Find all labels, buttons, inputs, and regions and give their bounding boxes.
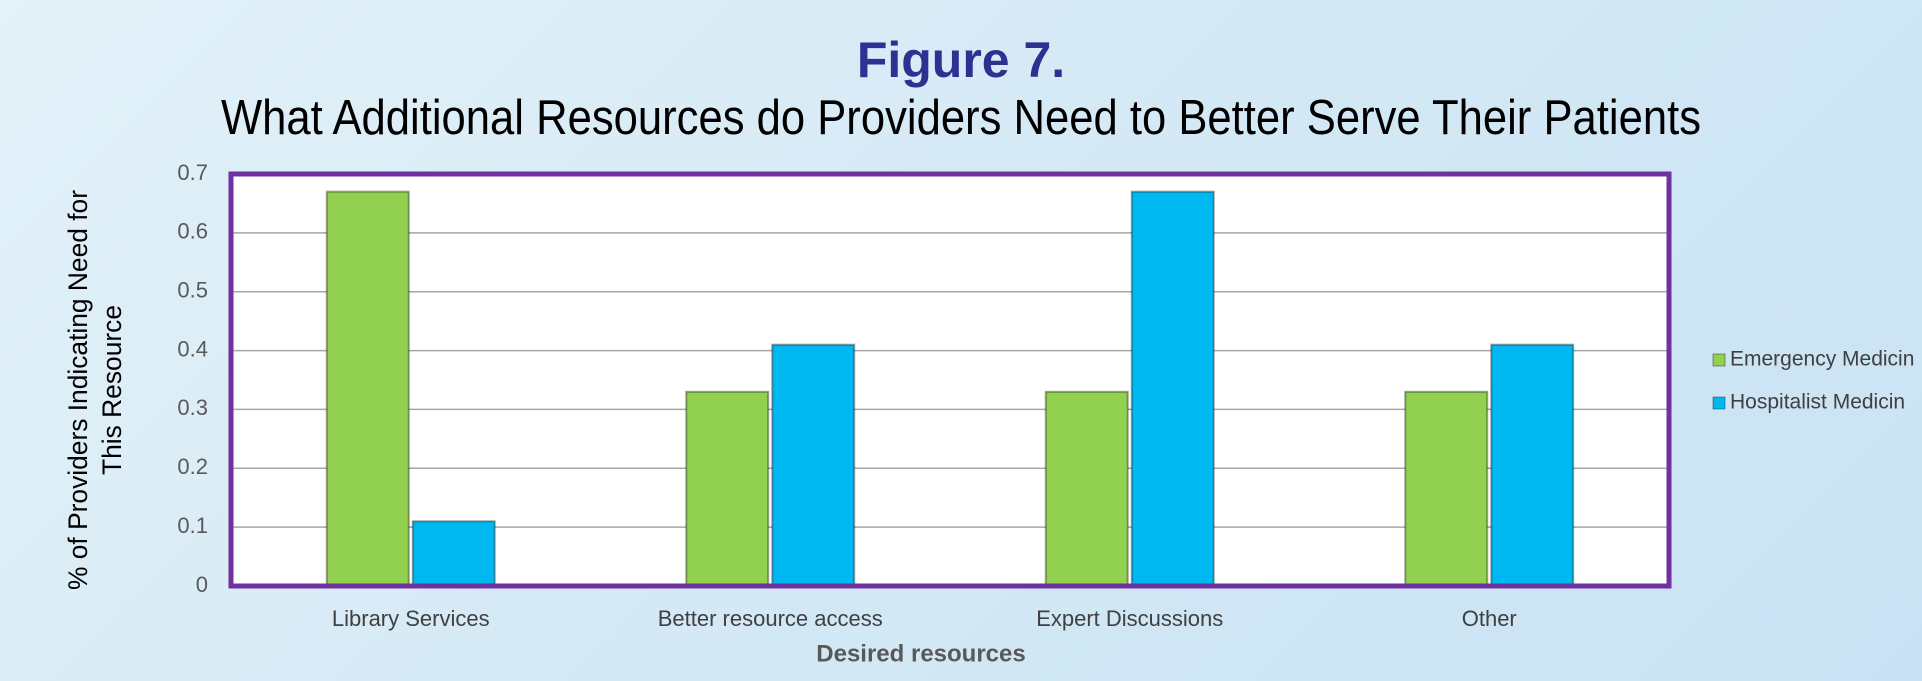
plot-border (228, 171, 1672, 589)
legend-label: Hospitalist Medicin (1730, 391, 1905, 414)
bar (325, 190, 410, 588)
y-tick-label: 0.5 (177, 278, 208, 303)
bar (1044, 390, 1129, 587)
chart-subtitle: What Additional Resources do Providers N… (221, 91, 1701, 145)
y-tick-label: 0.3 (177, 395, 208, 420)
x-tick-label: Better resource access (658, 606, 883, 631)
bar (685, 390, 770, 587)
y-tick-label: 0.1 (177, 513, 208, 538)
y-tick-label: 0.6 (177, 219, 208, 244)
bar (771, 343, 856, 587)
x-axis-label: Desired resources (816, 640, 1025, 667)
y-tick-label: 0 (196, 572, 208, 597)
legend-swatch (1712, 396, 1726, 410)
y-axis-label: % of Providers Indicating Need for This … (63, 190, 127, 590)
legend-label: Emergency Medicin (1730, 348, 1914, 371)
bar (411, 520, 496, 587)
y-axis-label-line: This Resource (97, 305, 127, 475)
y-tick-label: 0.4 (177, 336, 208, 361)
legend-swatch (1712, 353, 1726, 367)
y-tick-label: 0.7 (177, 160, 208, 185)
x-tick-label: Library Services (332, 606, 490, 631)
x-tick-label: Other (1462, 606, 1517, 631)
bar (1404, 390, 1489, 587)
y-tick-label: 0.2 (177, 454, 208, 479)
bar (1130, 190, 1215, 588)
y-axis-label-line: % of Providers Indicating Need for (63, 190, 93, 590)
bar (1490, 343, 1575, 587)
chart-title: Figure 7. (857, 32, 1065, 88)
x-tick-label: Expert Discussions (1036, 606, 1223, 631)
